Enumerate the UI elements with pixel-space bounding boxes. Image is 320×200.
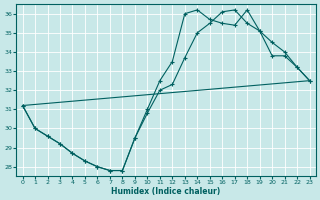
X-axis label: Humidex (Indice chaleur): Humidex (Indice chaleur) <box>111 187 221 196</box>
